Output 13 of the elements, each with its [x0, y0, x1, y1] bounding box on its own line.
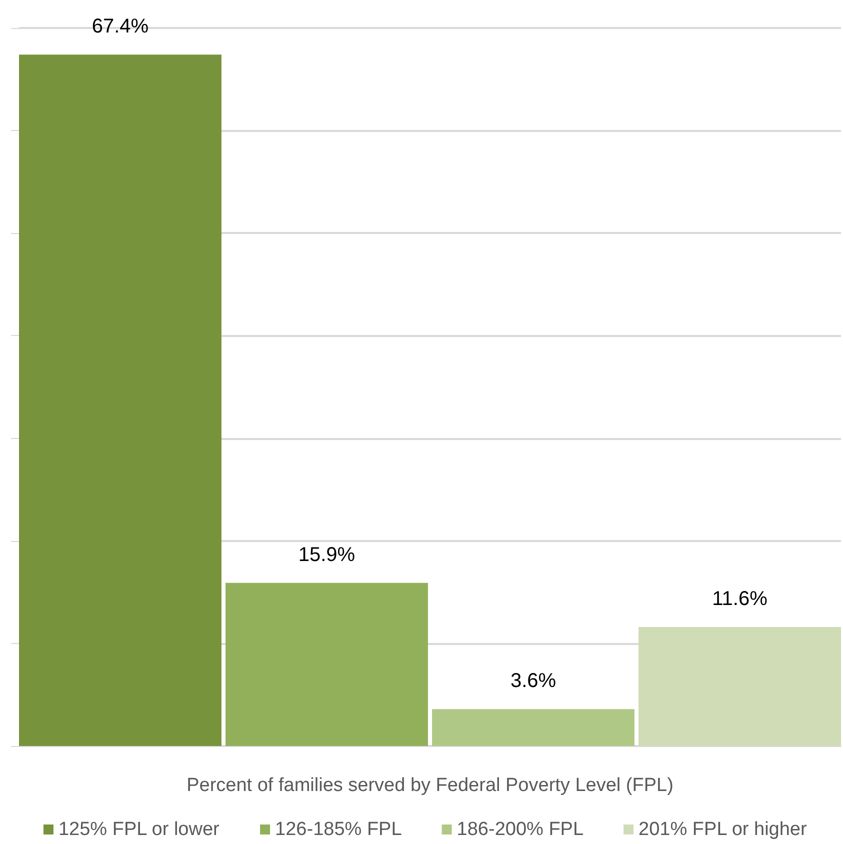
legend-label: 186-200% FPL — [456, 819, 584, 840]
x-axis-title: Percent of families served by Federal Poverty Level (FPL) — [186, 775, 674, 796]
data-label: 67.4% — [92, 16, 149, 38]
bar — [432, 709, 634, 746]
data-label: 3.6% — [510, 670, 556, 692]
legend-label: 201% FPL or higher — [638, 819, 808, 840]
legend-label: 126-185% FPL — [275, 819, 402, 840]
bar — [226, 582, 428, 746]
legend-label: 125% FPL or lower — [58, 819, 220, 840]
data-label: 11.6% — [712, 588, 768, 610]
data-label: 15.9% — [298, 544, 356, 566]
bar — [638, 627, 841, 746]
bar — [19, 54, 222, 746]
